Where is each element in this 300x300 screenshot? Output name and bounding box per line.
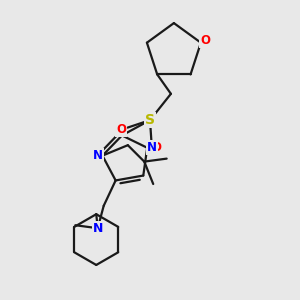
Text: O: O bbox=[200, 34, 210, 47]
Text: N: N bbox=[147, 141, 157, 154]
Text: N: N bbox=[92, 222, 103, 235]
Text: N: N bbox=[93, 148, 103, 161]
Text: O: O bbox=[152, 141, 162, 154]
Text: S: S bbox=[145, 113, 155, 127]
Text: O: O bbox=[116, 123, 126, 136]
